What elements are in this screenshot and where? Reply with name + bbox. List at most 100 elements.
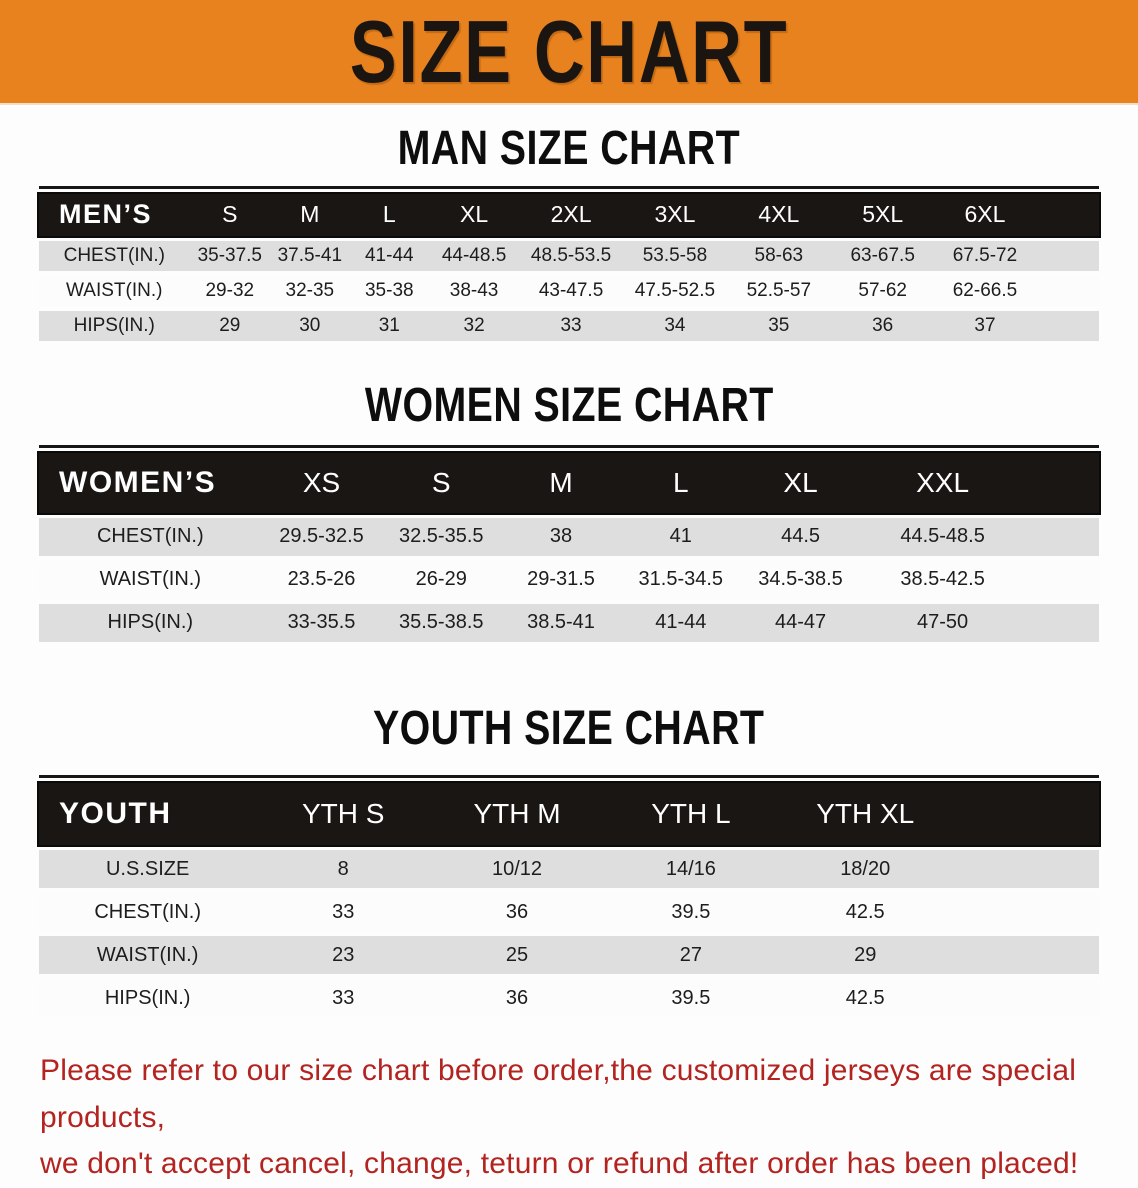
row-label: WAIST(IN.) <box>66 279 163 301</box>
value-cell: 44.5 <box>781 525 821 548</box>
spacer-cell <box>1035 194 1099 236</box>
value-cell: 18/20 <box>840 857 891 880</box>
row-label: CHEST(IN.) <box>94 900 201 923</box>
row-label: WAIST(IN.) <box>96 943 199 966</box>
value-cell: 35-37.5 <box>197 244 263 266</box>
value-cell: 62-66.5 <box>952 279 1018 301</box>
column-header-cell: XS <box>302 466 341 498</box>
value-cell: 47-50 <box>917 611 969 634</box>
row-label: WAIST(IN.) <box>99 568 202 591</box>
table-header-label: YOUTH <box>59 797 172 831</box>
value-cell: 31.5-34.5 <box>638 568 724 591</box>
value-cell: 26-29 <box>415 568 467 591</box>
value-cell: 29-31.5 <box>527 568 595 591</box>
womens-size-table: WOMEN’S XS S M L XL XXL CHEST(IN.) 29.5-32.5 32.5… <box>39 444 1099 647</box>
value-cell: 67.5-72 <box>952 244 1018 266</box>
spacer-cell <box>953 783 1099 845</box>
column-header-cell: 6XL <box>964 201 1006 228</box>
spacer-cell <box>953 893 1099 931</box>
value-cell: 57-62 <box>858 279 907 301</box>
value-cell: 39.5 <box>671 986 711 1009</box>
value-cell: 34.5-38.5 <box>758 568 843 591</box>
column-header-cell: L <box>382 201 396 228</box>
table-header-label: WOMEN’S <box>59 465 217 499</box>
row-label: HIPS(IN.) <box>73 314 155 336</box>
column-header-cell: XL <box>460 201 489 228</box>
value-cell: 33 <box>332 986 355 1009</box>
row-label: U.S.SIZE <box>105 857 190 880</box>
value-cell: 33-35.5 <box>287 611 356 634</box>
mens-size-table: MEN’S S M L XL 2XL 3XL 4XL 5XL 6XL CHEST(IN.) 35-37… <box>39 185 1099 346</box>
value-cell: 23 <box>332 943 355 966</box>
spacer-cell <box>953 979 1099 1017</box>
value-cell: 53.5-58 <box>642 244 708 266</box>
spacer-cell <box>1025 453 1099 513</box>
value-cell: 38-43 <box>449 279 499 301</box>
column-header-cell: 2XL <box>550 201 592 228</box>
value-cell: 27 <box>679 943 702 966</box>
column-header-cell: XL <box>783 466 818 498</box>
column-header-cell: M <box>549 466 573 498</box>
value-cell: 36 <box>505 900 529 923</box>
value-cell: 34 <box>664 314 686 336</box>
value-cell: 36 <box>505 986 529 1009</box>
value-cell: 42.5 <box>845 900 885 923</box>
table-row: WAIST(IN.) 23.5-26 26-29 29-31.5 31.5-34.5 34… <box>39 560 1099 599</box>
spacer-cell <box>1035 276 1099 306</box>
table-header-label: MEN’S <box>59 199 153 230</box>
value-cell: 48.5-53.5 <box>530 244 612 266</box>
spacer-cell <box>1035 241 1099 271</box>
spacer-cell <box>953 936 1099 974</box>
value-cell: 29 <box>219 314 241 336</box>
row-label: CHEST(IN.) <box>96 525 204 548</box>
table-header-row: YOUTH YTH S YTH M YTH L YTH XL <box>39 783 1099 846</box>
value-cell: 39.5 <box>671 900 711 923</box>
value-cell: 38.5-42.5 <box>900 568 985 591</box>
value-cell: 35 <box>768 314 790 336</box>
value-cell: 30 <box>299 314 321 336</box>
column-header-cell: 3XL <box>654 201 696 228</box>
value-cell: 33 <box>560 314 582 336</box>
value-cell: 8 <box>337 857 349 880</box>
spacer-cell <box>1035 311 1099 341</box>
column-header-cell: S <box>222 201 238 228</box>
value-cell: 33 <box>332 900 355 923</box>
size-chart-banner: SIZE CHART <box>0 0 1138 105</box>
column-header-cell: YTH XL <box>816 798 915 830</box>
column-header-cell: S <box>431 466 451 498</box>
value-cell: 44.5-48.5 <box>900 525 985 548</box>
order-disclaimer-note: Please refer to our size chart before or… <box>40 1048 1138 1188</box>
value-cell: 25 <box>505 943 529 966</box>
column-header-cell: YTH M <box>473 798 561 830</box>
value-cell: 35.5-38.5 <box>399 611 484 634</box>
table-header-row: WOMEN’S XS S M L XL XXL <box>39 452 1099 513</box>
value-cell: 36 <box>872 314 894 336</box>
value-cell: 47.5-52.5 <box>634 279 716 301</box>
women-size-chart-title-text: WOMEN SIZE CHART <box>364 378 774 432</box>
table-row: WAIST(IN.) 23 25 27 29 <box>39 936 1099 975</box>
value-cell: 63-67.5 <box>850 244 915 266</box>
column-header-cell: L <box>673 466 689 498</box>
table-row: HIPS(IN.) 33-35.5 35.5-38.5 38.5-41 41-44 44-… <box>39 603 1099 642</box>
value-cell: 35-38 <box>364 279 414 301</box>
value-cell: 38.5-41 <box>527 611 595 634</box>
value-cell: 43-47.5 <box>538 279 604 301</box>
spacer-cell <box>953 850 1099 888</box>
table-row: CHEST(IN.) 35-37.5 37.5-41 41-44 44-48.5 48.5… <box>39 240 1099 271</box>
table-row: U.S.SIZE 8 10/12 14/16 18/20 <box>39 850 1099 889</box>
value-cell: 44-47 <box>774 611 827 634</box>
value-cell: 14/16 <box>665 857 716 880</box>
man-size-chart-title-text: MAN SIZE CHART <box>397 122 741 175</box>
value-cell: 37 <box>974 314 996 336</box>
value-cell: 32.5-35.5 <box>399 525 484 548</box>
value-cell: 52.5-57 <box>746 279 812 301</box>
table-row: HIPS(IN.) 33 36 39.5 42.5 <box>39 979 1099 1018</box>
disclaimer-line-1: Please refer to our size chart before or… <box>40 1054 1077 1134</box>
value-cell: 23.5-26 <box>287 568 356 591</box>
value-cell: 38 <box>549 525 573 548</box>
banner-title: SIZE CHART <box>349 1 789 101</box>
value-cell: 29.5-32.5 <box>279 525 364 548</box>
women-size-chart-title: WOMEN SIZE CHART <box>0 378 1138 433</box>
column-header-cell: 5XL <box>862 201 904 228</box>
value-cell: 10/12 <box>492 857 543 880</box>
